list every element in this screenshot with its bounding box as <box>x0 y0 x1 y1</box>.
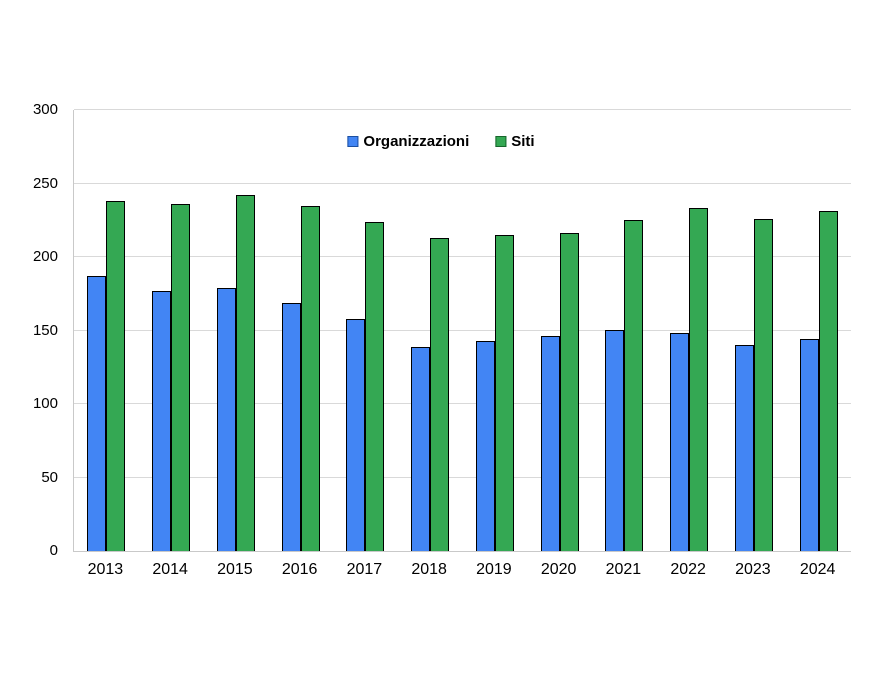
x-axis-labels: 2013 2014 2015 2016 2017 2018 2019 2020 2021 2022… <box>0 560 882 584</box>
x-tick-label-2018: 2018 <box>411 561 447 578</box>
x-tick-label-2024: 2024 <box>799 561 836 578</box>
y-tick-label-50: 50 <box>41 468 58 486</box>
x-tick-label-2016: 2016 <box>281 561 318 578</box>
bar-siti-2024 <box>818 211 838 551</box>
y-tick-label-250: 250 <box>32 174 58 192</box>
x-tick-label-2021: 2021 <box>605 561 642 578</box>
legend-swatch-organizzazioni <box>347 136 359 147</box>
x-tick-label-2022: 2022 <box>670 561 706 578</box>
gridline-300 <box>74 109 851 110</box>
bar-organizzazioni-2016 <box>281 303 301 551</box>
y-tick-label-0: 0 <box>49 542 58 559</box>
bar-siti-2018 <box>430 238 450 551</box>
legend-swatch-siti <box>495 136 507 147</box>
bar-siti-2013 <box>106 201 126 551</box>
bar-siti-2017 <box>365 222 385 551</box>
bar-organizzazioni-2013 <box>87 276 107 551</box>
bar-siti-2014 <box>171 204 191 551</box>
x-tick-label-2014: 2014 <box>152 561 188 578</box>
gridline-150 <box>74 329 851 331</box>
y-tick-label-300: 300 <box>32 101 58 118</box>
bar-organizzazioni-2018 <box>411 347 431 551</box>
gridline-250 <box>74 182 851 184</box>
gridline-50 <box>74 476 851 478</box>
gridline-100 <box>74 403 851 404</box>
x-tick-label-2015: 2015 <box>217 561 253 578</box>
bar-siti-2021 <box>624 220 644 551</box>
bar-organizzazioni-2021 <box>605 330 625 551</box>
y-axis-labels: 0 50 100 150 200 250 300 <box>0 101 58 559</box>
plot-area <box>73 109 851 552</box>
bar-siti-2015 <box>235 195 255 551</box>
legend-item-organizzazioni: Organizzazioni <box>347 133 469 150</box>
bar-organizzazioni-2017 <box>346 319 366 551</box>
bar-organizzazioni-2015 <box>216 288 236 551</box>
x-tick-label-2020: 2020 <box>540 561 577 578</box>
bar-organizzazioni-2022 <box>670 333 690 551</box>
y-tick-label-100: 100 <box>32 395 58 412</box>
bar-organizzazioni-2014 <box>152 291 172 551</box>
bar-organizzazioni-2020 <box>540 336 560 551</box>
legend-item-siti: Siti <box>495 133 535 150</box>
bar-organizzazioni-2019 <box>475 341 495 551</box>
x-tick-label-2017: 2017 <box>346 561 383 578</box>
legend-label-siti: Siti <box>511 133 535 150</box>
bar-siti-2022 <box>689 208 709 551</box>
bar-siti-2016 <box>300 206 320 551</box>
y-tick-label-200: 200 <box>32 248 58 265</box>
bar-organizzazioni-2024 <box>799 339 819 551</box>
x-tick-label-2023: 2023 <box>735 561 771 578</box>
gridline-200 <box>74 256 851 257</box>
x-tick-label-2013: 2013 <box>87 561 124 578</box>
legend: Organizzazioni Siti <box>347 133 535 150</box>
bar-siti-2019 <box>494 235 514 551</box>
bar-siti-2023 <box>753 219 773 551</box>
bar-organizzazioni-2023 <box>734 345 754 551</box>
legend-label-organizzazioni: Organizzazioni <box>363 133 470 150</box>
x-tick-label-2019: 2019 <box>476 561 512 578</box>
y-tick-label-150: 150 <box>32 321 58 339</box>
bar-siti-2020 <box>559 233 579 551</box>
